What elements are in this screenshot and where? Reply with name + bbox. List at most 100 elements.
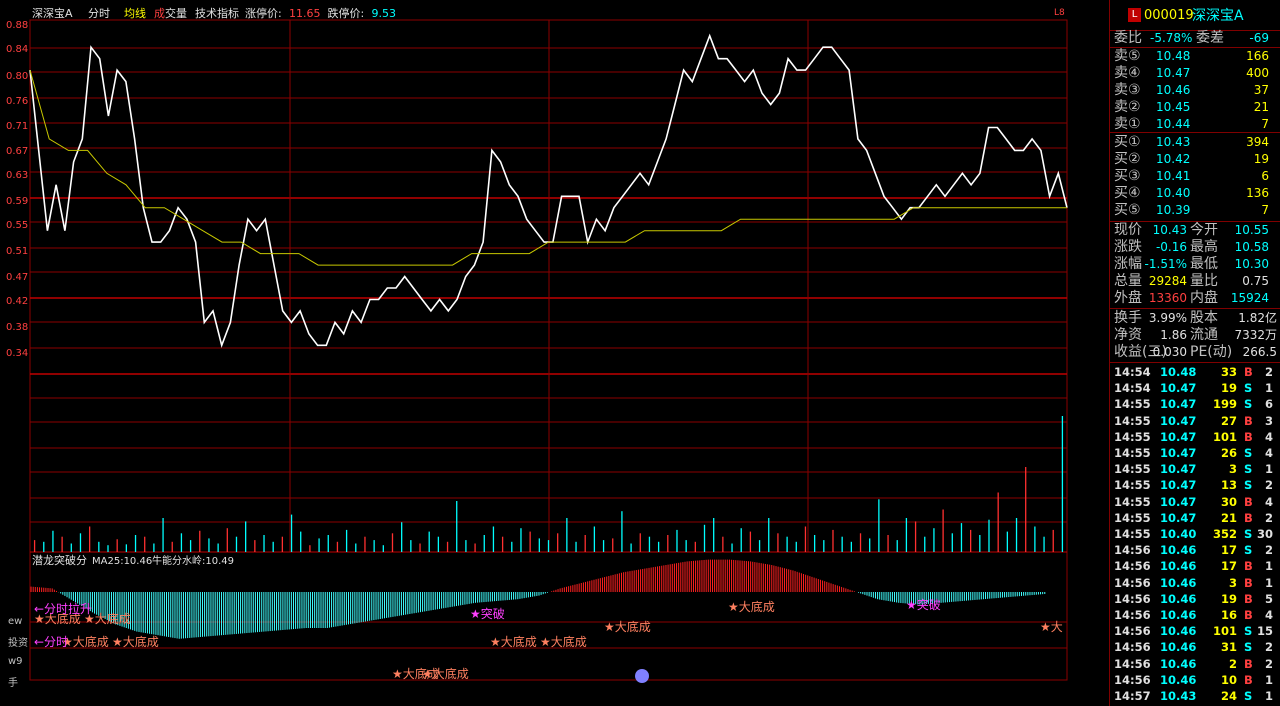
stock-name: 深深宝A <box>1192 8 1244 24</box>
ask-row: 卖① 10.44 7 <box>1110 116 1280 133</box>
price-axis-label: 0.59 <box>6 196 28 207</box>
bid-price: 10.41 <box>1156 169 1191 183</box>
trade-side: B <box>1244 672 1253 687</box>
intraday-chart[interactable]: 深深宝A 分时 均线成交量 技术指标 涨停价: 11.65 跌停价: 9.53 L8 0.88 0.… <box>0 0 1108 706</box>
trade-price: 10.47 <box>1160 510 1197 525</box>
ask-row: 卖④ 10.47 400 <box>1110 65 1280 82</box>
trade-price: 10.47 <box>1160 446 1197 460</box>
ask-row: 卖② 10.45 21 <box>1110 99 1280 116</box>
trade-row: 14:55 10.47 26 S 4 <box>1110 445 1280 462</box>
trade-row: 14:57 10.43 24 S 1 <box>1110 688 1280 705</box>
stat-label: 涨跌 <box>1114 239 1142 255</box>
stat-value: 10.58 <box>1234 240 1269 254</box>
stat-label: 内盘 <box>1190 290 1218 306</box>
trade-volume: 19 <box>1220 381 1237 396</box>
chart-svg[interactable]: 深深宝A 分时 均线成交量 技术指标 涨停价: 11.65 跌停价: 9.53 L8 0.88 0.… <box>0 0 1108 706</box>
ask-price: 10.48 <box>1156 49 1191 63</box>
trade-time: 14:54 <box>1114 365 1151 379</box>
trade-volume: 101 <box>1212 429 1237 444</box>
trade-time: 14:55 <box>1114 446 1151 460</box>
trade-row: 14:56 10.46 17 S 2 <box>1110 542 1280 559</box>
trade-count: 1 <box>1264 462 1273 477</box>
trade-time: 14:55 <box>1114 462 1151 477</box>
indicator-annotation: ★大底成 <box>490 634 537 649</box>
trade-side: S <box>1244 543 1253 558</box>
trade-time: 14:56 <box>1114 543 1151 558</box>
trade-volume: 3 <box>1228 575 1237 590</box>
indicator-annotation: ★大 <box>1040 620 1063 634</box>
trade-count: 1 <box>1264 559 1273 574</box>
stat-label: 最高 <box>1190 239 1218 255</box>
header-text: 跌停价: <box>328 6 365 20</box>
trade-side: B <box>1244 365 1253 379</box>
price-axis-label: 0.63 <box>6 170 28 181</box>
ask-label: 卖① <box>1114 116 1141 132</box>
trade-time: 14:56 <box>1114 575 1151 590</box>
trade-price: 10.47 <box>1160 478 1197 493</box>
trade-volume: 24 <box>1220 689 1237 703</box>
trade-time: 14:54 <box>1114 381 1151 396</box>
price-axis-label: 0.51 <box>6 246 28 257</box>
indicator-annotation: ★大底成 <box>62 634 109 649</box>
trade-volume: 101 <box>1212 624 1237 639</box>
trade-row: 14:54 10.48 33 B 2 <box>1110 364 1280 381</box>
fund-value: 0.030 <box>1152 345 1187 359</box>
stat-value: 10.30 <box>1234 257 1269 271</box>
trade-count: 4 <box>1264 608 1273 622</box>
trade-price: 10.46 <box>1160 624 1197 639</box>
indicator-ma: MA25:10.46 <box>92 556 152 567</box>
stat-value: -0.16 <box>1155 240 1187 254</box>
stat-label: 现价 <box>1114 222 1142 238</box>
trade-price: 10.46 <box>1160 575 1197 590</box>
bid-label: 买② <box>1114 151 1141 167</box>
stat-label: 涨幅 <box>1114 256 1142 272</box>
trade-volume: 26 <box>1220 446 1237 460</box>
ask-volume: 7 <box>1261 117 1269 131</box>
indicator-annotation: ←分时 <box>34 635 68 649</box>
trade-time: 14:55 <box>1114 478 1151 493</box>
trade-count: 30 <box>1256 527 1273 541</box>
trade-price: 10.46 <box>1160 656 1197 671</box>
trade-price: 10.46 <box>1160 672 1197 687</box>
ask-volume: 166 <box>1246 49 1269 63</box>
trade-volume: 199 <box>1212 397 1237 412</box>
trade-row: 14:56 10.46 10 B 1 <box>1110 672 1280 689</box>
trade-count: 2 <box>1264 478 1273 493</box>
stat-row: 现价 10.43 今开 10.55 <box>1110 222 1280 239</box>
ask-price: 10.47 <box>1156 66 1191 80</box>
trade-side: S <box>1244 478 1253 493</box>
stock-flag-icon: L <box>1128 8 1141 22</box>
trade-price: 10.46 <box>1160 543 1197 558</box>
header-text: 分时 <box>88 7 110 20</box>
face-icon <box>635 669 649 683</box>
fundamental-row: 净资 1.86 流通 7332万 <box>1110 327 1280 344</box>
indicator-left-label: ew <box>8 616 22 627</box>
ask-row: 卖③ 10.46 37 <box>1110 82 1280 99</box>
weibi-value: -5.78% <box>1150 31 1193 45</box>
stat-label: 总量 <box>1114 273 1142 289</box>
trade-volume: 31 <box>1220 640 1237 655</box>
trade-count: 6 <box>1264 397 1273 412</box>
trade-time: 14:55 <box>1114 413 1151 428</box>
indicator-annotation: ★大底成 <box>34 611 81 626</box>
trade-price: 10.47 <box>1160 494 1197 509</box>
fund-label: 股本 <box>1190 310 1218 326</box>
corner-mark: L8 <box>1054 8 1065 18</box>
stock-code: 000019 <box>1144 8 1194 23</box>
bid-price: 10.42 <box>1156 152 1191 166</box>
ask-label: 卖③ <box>1114 82 1141 98</box>
ask-volume: 37 <box>1253 83 1269 97</box>
trade-count: 1 <box>1264 689 1273 703</box>
fundamental-row: 换手 3.99% 股本 1.82亿 <box>1110 310 1280 327</box>
stat-value: 13360 <box>1148 291 1187 305</box>
trade-row: 14:55 10.47 101 B 4 <box>1110 429 1280 446</box>
stock-title-row: L 000019 深深宝A <box>1110 6 1280 26</box>
fund-label: PE(动) <box>1190 344 1233 360</box>
ask-volume: 21 <box>1253 100 1269 114</box>
weicha-value: -69 <box>1249 31 1269 45</box>
trade-time: 14:55 <box>1114 527 1151 541</box>
price-axis-label: 0.55 <box>6 220 28 231</box>
quote-panel: L 000019 深深宝A 委比 -5.78% 委差 -69 卖⑤ 10.48 16… <box>1109 0 1280 706</box>
ask-volume: 400 <box>1246 66 1269 80</box>
indicator-annotation: ★大底成 <box>84 611 131 626</box>
